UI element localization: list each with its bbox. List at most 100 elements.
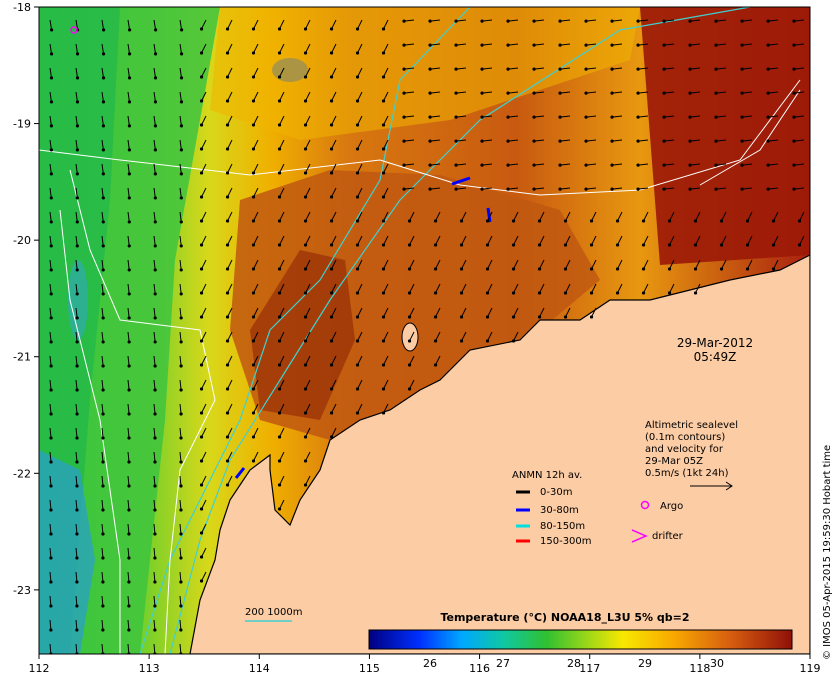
velocity-arrow [253,307,259,318]
velocity-arrow-head [101,292,105,296]
velocity-arrow [153,379,156,390]
velocity-arrow [49,259,52,270]
velocity-arrow [253,115,259,126]
velocity-arrow [768,67,779,70]
velocity-arrow-head [792,19,796,23]
velocity-arrow [49,67,52,78]
velocity-arrow [669,235,675,246]
velocity-arrow [487,283,493,294]
velocity-arrow [101,355,104,366]
velocity-arrow [331,403,337,414]
velocity-arrow-head [407,243,412,247]
velocity-arrow [430,67,441,70]
velocity-arrow [747,235,753,246]
velocity-arrow [383,187,389,198]
velocity-arrow [75,331,78,342]
velocity-arrow [721,211,727,222]
velocity-arrow [49,619,52,631]
velocity-arrow-head [506,163,510,167]
velocity-arrow [773,235,779,246]
velocity-arrow-head [153,484,157,488]
velocity-arrow-head [381,363,386,367]
velocity-arrow-head [610,163,614,167]
velocity-arrow-head [584,139,588,143]
velocity-arrow-head [251,243,256,247]
velocity-arrow [508,67,519,70]
velocity-arrow [49,499,52,511]
velocity-arrow [716,43,727,46]
velocity-arrow-head [127,460,131,464]
velocity-arrow [49,595,52,607]
velocity-arrow [404,187,415,190]
velocity-arrow [409,211,415,222]
velocity-arrow-head [537,315,542,319]
velocity-arrow [127,235,130,246]
velocity-arrow [383,307,389,318]
velocity-arrow [721,259,727,270]
velocity-arrow-head [49,316,53,320]
velocity-arrow [101,619,104,631]
velocity-arrow [508,43,519,46]
velocity-arrow-head [688,187,692,191]
longitude-tick-label: 119 [800,662,821,675]
velocity-arrow-head [719,267,724,271]
velocity-arrow [127,283,130,294]
velocity-arrow-head [75,196,79,200]
velocity-arrow [49,307,52,318]
velocity-arrow [153,403,156,414]
velocity-arrow [591,307,597,318]
velocity-arrow-head [615,219,620,223]
velocity-arrow-head [584,115,588,119]
velocity-arrow-head [719,243,724,247]
velocity-arrow [179,499,182,511]
velocity-arrow-head [127,532,131,536]
svg-text:30: 30 [710,657,724,670]
velocity-arrow [482,19,493,22]
velocity-arrow [101,427,104,438]
velocity-arrow [179,43,183,54]
velocity-arrow [279,115,285,126]
velocity-arrow-head [49,532,53,536]
velocity-arrow [690,163,701,166]
velocity-arrow [153,163,156,174]
velocity-arrow [101,139,104,150]
velocity-arrow-head [179,532,183,536]
velocity-arrow [101,91,104,102]
velocity-arrow-head [381,387,386,391]
svg-text:200 1000m: 200 1000m [245,607,302,618]
velocity-arrow [49,547,52,559]
velocity-arrow-head [636,19,640,23]
svg-text:0.5m/s (1kt 24h): 0.5m/s (1kt 24h) [645,468,729,479]
velocity-arrow-head [532,187,536,191]
velocity-arrow-head [740,163,744,167]
velocity-arrow [179,571,182,583]
velocity-arrow-head [277,27,282,31]
velocity-arrow-head [127,268,131,272]
velocity-arrow [612,115,623,118]
velocity-arrow [539,259,545,270]
velocity-arrow [201,235,207,246]
velocity-arrow-head [454,139,458,143]
velocity-arrow [435,355,441,366]
velocity-arrow [179,67,182,78]
velocity-arrow [430,91,441,94]
velocity-arrow-head [225,75,230,79]
velocity-arrow [456,91,467,94]
velocity-arrow-head [355,75,360,79]
velocity-arrow [153,523,156,535]
velocity-arrow-head [303,147,308,151]
velocity-arrow-head [101,460,105,464]
velocity-arrow-head [277,219,282,223]
scale-arrow-icon [690,481,733,491]
velocity-arrow [383,67,389,78]
velocity-arrow [153,643,156,654]
svg-text:26: 26 [423,657,437,670]
velocity-arrow-head [179,508,183,512]
velocity-arrow-head [402,67,406,71]
velocity-arrow [153,571,156,583]
velocity-arrow-head [277,507,282,511]
velocity-arrow [49,115,52,126]
velocity-arrow [331,235,337,246]
velocity-arrow [227,19,233,30]
velocity-arrow-head [745,243,750,247]
